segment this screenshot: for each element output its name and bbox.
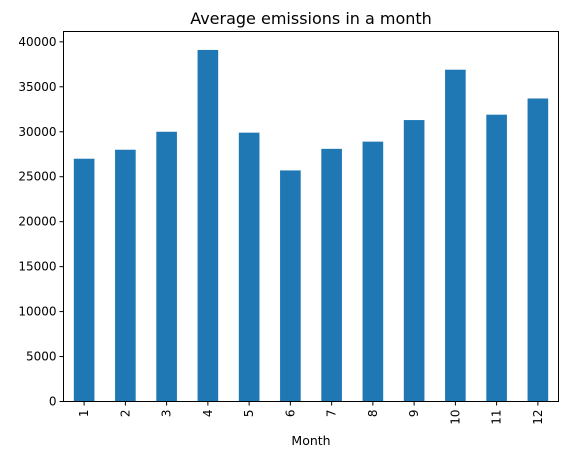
chart-title: Average emissions in a month	[190, 9, 432, 28]
y-axis: 0 5000 10000 15000 20000 25000 30000 35000 40000	[18, 35, 64, 409]
x-axis-label: Month	[291, 433, 330, 448]
x-tick-label: 5	[242, 410, 256, 418]
y-tick-label: 15000	[18, 260, 56, 274]
x-axis: 1 2 3 4 5 6 7 8 9 10 11 12	[77, 401, 545, 425]
x-tick-label: 11	[490, 410, 504, 425]
bar-month-3	[156, 131, 177, 402]
bar-month-8	[362, 141, 384, 402]
y-tick-label: 0	[49, 395, 57, 409]
x-tick-label: 1	[77, 410, 91, 418]
bars-group	[73, 49, 549, 402]
bar-month-6	[280, 170, 301, 402]
y-tick-label: 25000	[18, 170, 56, 184]
x-tick-label: 12	[531, 410, 545, 425]
bar-month-12	[527, 98, 549, 402]
y-tick-label: 35000	[18, 80, 56, 94]
bar-month-11	[486, 114, 507, 402]
bar-month-1	[73, 158, 95, 402]
bar-month-2	[115, 149, 136, 402]
x-tick-label: 4	[201, 410, 215, 418]
x-tick-label: 3	[160, 410, 174, 418]
y-tick-label: 10000	[18, 305, 56, 319]
bar-month-7	[321, 148, 342, 402]
x-tick-label: 8	[366, 410, 380, 418]
x-tick-label: 6	[283, 410, 297, 418]
bar-month-10	[445, 69, 466, 402]
x-tick-label: 9	[407, 410, 421, 418]
x-tick-label: 7	[325, 410, 339, 418]
y-tick-label: 30000	[18, 125, 56, 139]
y-tick-label: 40000	[18, 35, 56, 49]
bar-month-4	[197, 49, 219, 402]
x-tick-label: 10	[448, 410, 462, 425]
y-tick-label: 20000	[18, 215, 56, 229]
bar-month-9	[403, 120, 425, 402]
y-tick-label: 5000	[26, 350, 57, 364]
plot-frame	[63, 31, 559, 402]
bar-month-5	[238, 132, 260, 402]
x-tick-label: 2	[118, 410, 132, 418]
